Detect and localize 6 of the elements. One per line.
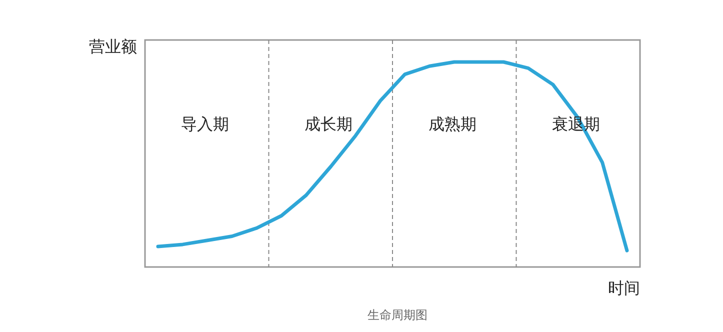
annotation: 导入期: [180, 114, 229, 134]
y-axis-title: 营业额: [89, 37, 137, 56]
x-axis-title: 时间: [608, 278, 640, 298]
text: 生命周期图: [368, 308, 428, 322]
annotation: 成长期: [304, 114, 353, 134]
annotation: 成熟期: [428, 114, 476, 134]
